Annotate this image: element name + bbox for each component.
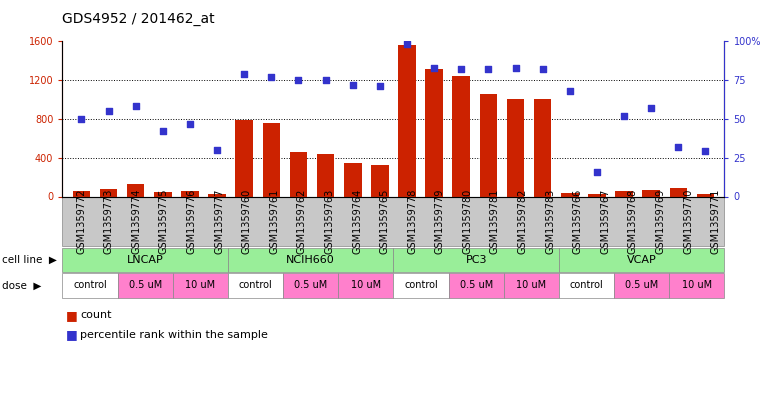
Bar [425,70,443,196]
Point [75,116,88,122]
Bar [371,165,389,196]
Text: PC3: PC3 [466,255,487,265]
Bar [696,194,715,196]
Bar [561,193,578,196]
Point [374,83,386,90]
Bar [615,191,633,196]
Text: control: control [239,280,272,290]
Text: GSM1359772: GSM1359772 [76,188,86,254]
Text: GSM1359779: GSM1359779 [435,188,445,254]
Bar [398,45,416,196]
Text: dose  ▶: dose ▶ [2,280,41,290]
Text: GSM1359781: GSM1359781 [490,188,500,254]
Text: GSM1359783: GSM1359783 [545,188,556,254]
Bar [534,99,552,196]
Bar [317,154,334,196]
Text: VCAP: VCAP [627,255,657,265]
Text: 0.5 uM: 0.5 uM [294,280,327,290]
Point [509,64,521,71]
Point [320,77,332,83]
Text: GSM1359768: GSM1359768 [628,188,638,254]
Text: GSM1359762: GSM1359762 [297,188,307,254]
Text: GSM1359769: GSM1359769 [655,188,666,254]
Bar [154,192,172,196]
Bar [479,94,497,196]
Text: GSM1359763: GSM1359763 [324,188,335,254]
Text: 0.5 uM: 0.5 uM [625,280,658,290]
Text: GSM1359765: GSM1359765 [380,188,390,254]
Bar [344,163,361,196]
Point [401,41,413,48]
Bar [209,194,226,196]
Point [482,66,495,72]
Text: 10 uM: 10 uM [516,280,546,290]
Bar [235,120,253,196]
Text: GSM1359775: GSM1359775 [159,188,169,254]
Point [672,144,684,150]
Text: 0.5 uM: 0.5 uM [460,280,493,290]
Bar [642,190,660,196]
Text: GSM1359770: GSM1359770 [683,188,693,254]
Text: GSM1359777: GSM1359777 [214,188,224,254]
Text: GSM1359771: GSM1359771 [711,188,721,254]
Point [211,147,223,153]
Text: ■: ■ [66,309,78,322]
Point [103,108,115,114]
Text: 10 uM: 10 uM [185,280,215,290]
Point [184,120,196,127]
Bar [670,188,687,196]
Text: GSM1359766: GSM1359766 [573,188,583,254]
Bar [100,189,117,196]
Point [618,113,630,119]
Bar [290,152,307,196]
Text: 10 uM: 10 uM [351,280,381,290]
Text: 0.5 uM: 0.5 uM [129,280,162,290]
Text: control: control [73,280,107,290]
Text: 10 uM: 10 uM [682,280,712,290]
Text: count: count [80,310,111,320]
Text: GSM1359782: GSM1359782 [517,188,527,254]
Point [238,71,250,77]
Point [564,88,576,94]
Point [645,105,658,111]
Text: LNCAP: LNCAP [127,255,164,265]
Text: GSM1359778: GSM1359778 [407,188,417,254]
Point [266,74,278,80]
Bar [588,194,606,196]
Point [157,128,169,134]
Point [347,82,359,88]
Point [591,169,603,175]
Text: control: control [404,280,438,290]
Text: GSM1359761: GSM1359761 [269,188,279,254]
Text: GSM1359776: GSM1359776 [186,188,196,254]
Point [537,66,549,72]
Bar [127,184,145,196]
Text: GSM1359773: GSM1359773 [103,188,114,254]
Bar [453,76,470,196]
Bar [263,123,280,196]
Text: GDS4952 / 201462_at: GDS4952 / 201462_at [62,12,215,26]
Point [292,77,304,83]
Point [699,148,712,154]
Point [129,103,142,110]
Text: NCIH660: NCIH660 [286,255,335,265]
Bar [507,99,524,196]
Bar [181,191,199,196]
Text: control: control [570,280,603,290]
Text: GSM1359760: GSM1359760 [242,188,252,254]
Text: GSM1359767: GSM1359767 [600,188,610,254]
Text: cell line  ▶: cell line ▶ [2,255,56,265]
Point [455,66,467,72]
Text: GSM1359780: GSM1359780 [463,188,473,254]
Point [428,64,440,71]
Text: ■: ■ [66,328,78,342]
Text: percentile rank within the sample: percentile rank within the sample [80,330,268,340]
Text: GSM1359774: GSM1359774 [132,188,142,254]
Bar [72,191,91,196]
Text: GSM1359764: GSM1359764 [352,188,362,254]
